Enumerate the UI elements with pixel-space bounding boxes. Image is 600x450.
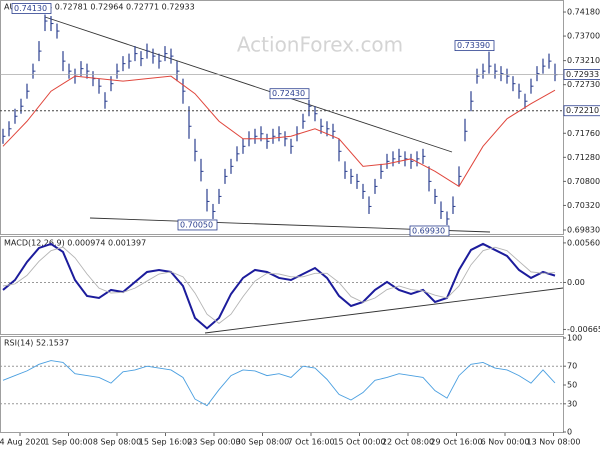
x-tick-label: 6 Nov 00:00 [481,438,530,447]
x-tick-label: 24 Aug 2020 [0,438,46,447]
annotation: 0.73390 [457,41,490,50]
y-tick-label: 0 [567,428,572,437]
trendline [44,16,453,153]
series-line [2,242,556,330]
panel-title: AUDUSD,H4 0.72781 0.72964 0.72771 0.7293… [4,3,195,12]
level-label-box [563,105,600,117]
annotation-box [269,88,310,100]
y-tick-label: 0.71760 [567,129,600,138]
panel [0,0,564,235]
trendline [204,287,564,334]
y-tick-label: 0.72730 [567,80,600,89]
last-price-label: 0.72933 [566,70,599,79]
x-tick-label: 30 Sep 08:00 [236,438,289,447]
y-tick-label: 0.70800 [567,177,600,186]
series-line [2,246,556,324]
x-tick-label: 23 Sep 00:00 [187,438,240,447]
level-label: 0.72210 [566,106,599,115]
annotation-box [454,40,495,52]
y-tick-label: 30 [567,399,577,408]
x-tick-label: 15 Oct 00:00 [333,438,385,447]
y-tick-label: 0.73210 [567,56,600,65]
x-tick-label: 22 Oct 08:00 [382,438,434,447]
annotation: 0.74130 [14,4,47,13]
x-tick-label: 7 Oct 16:00 [287,438,334,447]
annotation: 0.70050 [180,220,213,229]
annotation-box [11,3,52,14]
y-tick-label: -0.006656 [567,325,600,334]
annotation: 0.72430 [272,89,305,98]
panel-title: RSI(14) 52.1537 [4,339,69,348]
y-tick-label: 0.70320 [567,201,600,210]
y-tick-label: 0.69830 [567,225,600,234]
last-price-label-box [563,69,600,80]
y-tick-label: 50 [567,381,577,390]
y-tick-label: 0.73700 [567,32,600,41]
y-tick-label: 100 [567,334,582,343]
watermark: ActionForex.com [237,33,403,57]
annotation-box [177,219,218,231]
y-tick-label: 0.71280 [567,153,600,162]
annotation: 0.69930 [412,226,445,235]
y-tick-label: 70 [567,362,577,371]
y-tick-label: 0.005607 [567,238,600,247]
panel [0,336,564,433]
x-tick-label: 13 Nov 08:00 [527,438,581,447]
y-tick-label: 0.00 [567,278,585,287]
annotation-box [409,225,450,237]
x-tick-label: 1 Sep 00:00 [44,438,92,447]
y-tick-label: 0.74180 [567,8,600,17]
panel-title: MACD(12,26,9) 0.000974 0.001397 [4,239,146,248]
series-line [2,360,556,407]
x-tick-label: 29 Oct 16:00 [430,438,482,447]
series-line [2,75,556,188]
x-tick-label: 8 Sep 08:00 [93,438,141,447]
x-tick-label: 15 Sep 16:00 [139,438,192,447]
panel [0,236,564,335]
